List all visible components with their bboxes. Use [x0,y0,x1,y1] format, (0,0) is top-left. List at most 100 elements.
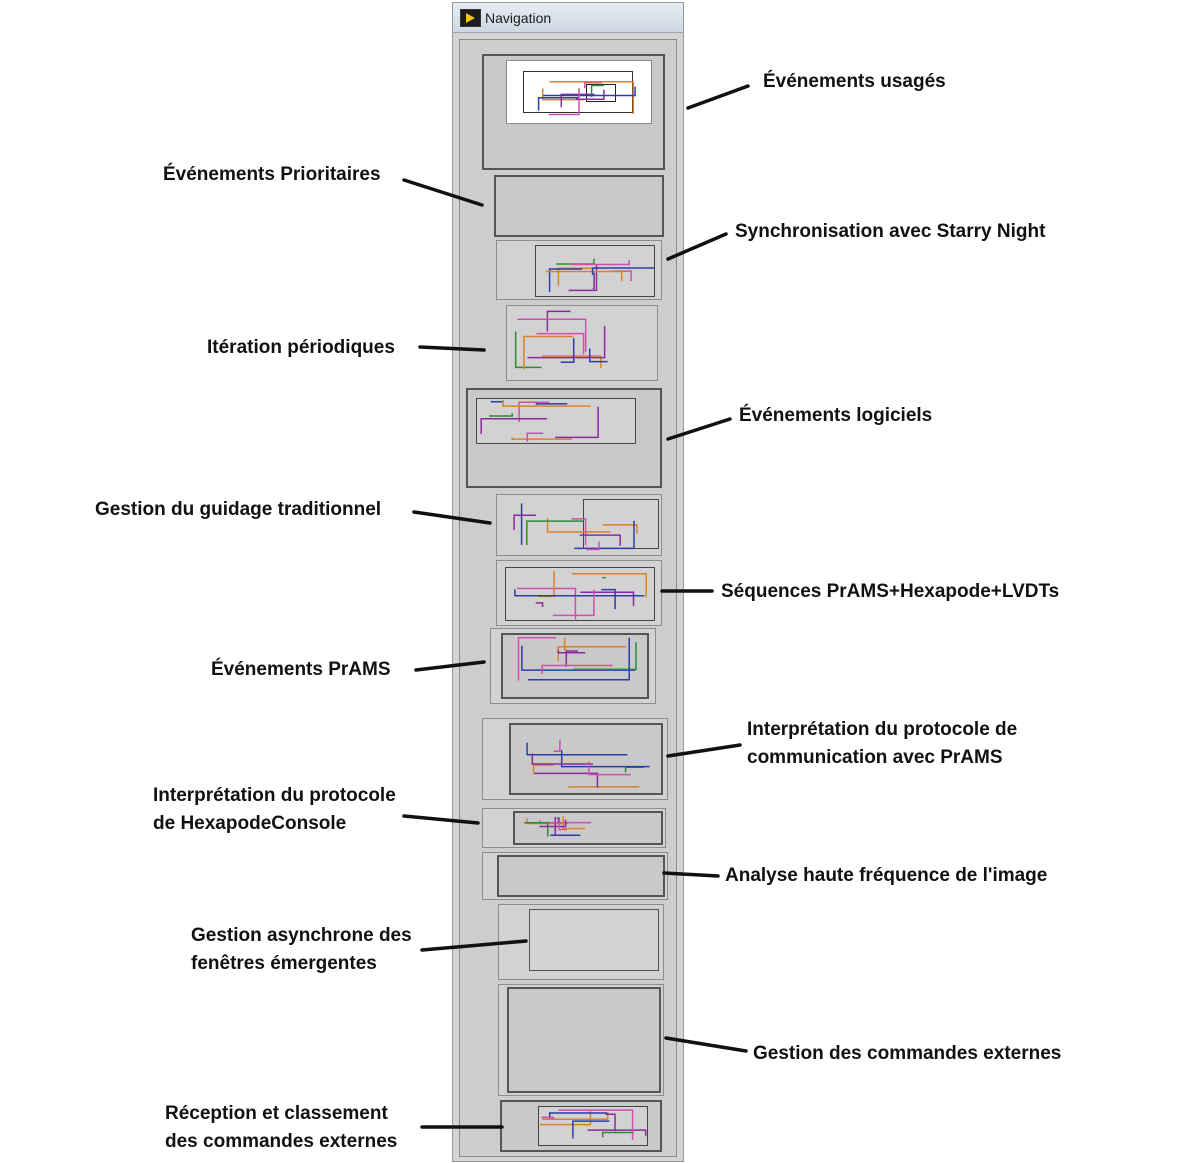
label-interpretation-prams-line2: communication avec PrAMS [747,747,1003,768]
subvi-block [509,723,663,795]
wire-segment [590,84,604,98]
wire-segment [546,310,571,332]
label-iteration: Itération périodiques [207,337,395,358]
wire-segment [557,649,586,654]
wire-segment [527,637,630,681]
leader-evenements-logiciels [666,417,732,441]
wire-segment [576,89,605,101]
wire-segment [533,772,599,788]
leader-iteration [418,345,486,352]
leader-evenements-usages [686,84,750,110]
wire-segment [565,650,578,667]
wire-segment [588,761,631,776]
window-titlebar[interactable]: Navigation [453,3,683,33]
wire-segment [541,88,584,101]
subvi-block [505,567,655,621]
wire-segment [584,81,603,89]
labview-icon [460,9,481,27]
wire-segment [513,514,537,530]
block-diagram-overview[interactable] [459,39,677,1157]
wire-segment [526,742,628,756]
wire-segment [572,1120,610,1139]
wire-traces [480,81,655,1140]
wire-segment [502,400,591,407]
wire-segment [592,272,595,290]
label-gestion-asynchrone-line2: fenêtres émergentes [191,953,377,974]
leader-evenements-prams [414,660,486,672]
wire-segment [548,88,580,116]
wire-segment [601,1131,634,1138]
wire-segment [555,406,599,439]
wire-segment [573,642,637,670]
wire-segment [560,93,595,108]
label-guidage: Gestion du guidage traditionnel [95,499,382,520]
wire-segment [558,817,567,831]
wire-segment [524,821,549,837]
wire-segment [541,664,613,674]
wire-segment [511,437,573,440]
wire-segment [549,81,635,114]
label-analyse: Analyse haute fréquence de l'image [725,865,1048,886]
wire-segment [526,520,584,545]
leader-interpretation-hexapode [402,814,480,825]
wire-segment [514,331,542,369]
subvi-block [586,84,616,102]
subvi-block [497,855,665,897]
label-gestion-asynchrone-line1: Gestion asynchrone des [191,925,412,946]
wire-segment [560,338,575,364]
wire-segment [591,267,655,275]
wire-segment [517,318,587,352]
wire-segment [535,602,544,607]
subvi-block [583,499,659,549]
wire-segment [531,753,593,765]
frame-iteration [506,305,658,381]
wire-segment [489,413,513,417]
label-evenements-prioritaires: Événements Prioritaires [163,164,381,185]
leader-guidage [412,510,492,525]
wire-segment [537,96,579,111]
wire-segment [543,86,636,97]
wire-segment [521,645,636,671]
wire-segment [588,348,608,363]
wire-segment [548,268,583,292]
label-synchronisation: Synchronisation avec Starry Night [735,221,1046,242]
wire-segment [523,335,574,370]
wire-segment [539,819,567,828]
wire-segment [563,637,567,651]
wire-segment [541,1116,555,1120]
subvi-block [507,987,661,1093]
wire-segment [517,636,557,681]
subvi-block [513,811,663,845]
label-sequences: Séquences PrAMS+Hexapode+LVDTs [721,581,1060,602]
wire-segment [571,518,587,546]
label-gestion-commandes: Gestion des commandes externes [753,1043,1062,1064]
wire-segment [571,573,647,598]
wire-segment [532,764,554,773]
wire-segment [580,591,635,607]
window-title: Navigation [485,10,552,26]
wire-segment [579,534,621,546]
wire-segment [535,403,568,405]
wire-segment [587,1129,647,1137]
wire-segment [527,325,606,359]
wire-segment [490,400,504,403]
wire-segment [480,417,547,434]
wire-segment [568,264,598,292]
wire-segment [602,576,606,579]
wire-segment [552,589,595,617]
wire-segment [558,1109,634,1140]
wire-segment [518,401,550,422]
wire-segment [545,270,623,281]
label-evenements-logiciels: Événements logiciels [739,405,933,426]
wire-segment [514,589,645,597]
label-interpretation-hexapode-line1: Interprétation du protocole [153,785,396,806]
leader-evenements-prioritaires [402,178,484,207]
wire-segment [540,1110,592,1126]
navigation-window: Navigation [452,2,684,1162]
label-interpretation-prams-line1: Interprétation du protocole de [747,719,1018,740]
wire-segment [542,355,602,369]
wire-segment [560,750,650,768]
leader-gestion-asynchrone [420,939,528,952]
subvi-block [529,909,659,971]
